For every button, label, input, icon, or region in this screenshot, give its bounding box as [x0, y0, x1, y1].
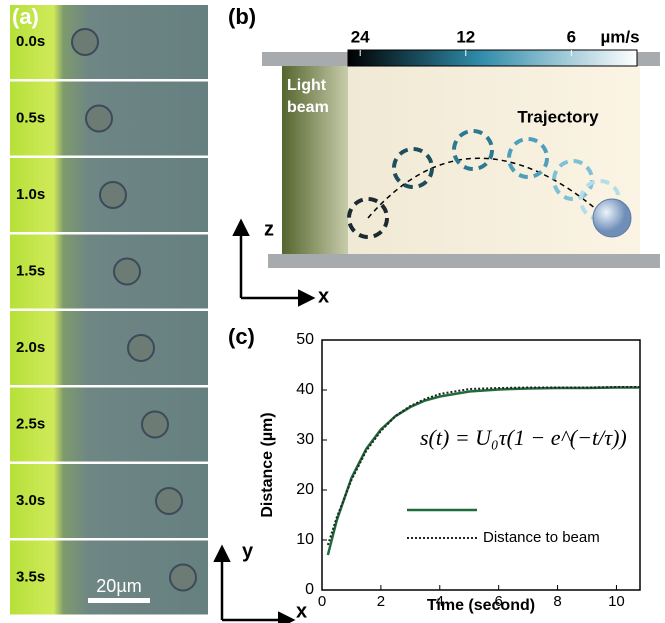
trajectory-label: Trajectory — [517, 107, 599, 126]
colorbar-tick-label: 24 — [351, 27, 370, 46]
bead — [142, 412, 168, 438]
axis-label: z — [264, 218, 274, 240]
x-tick-label: 10 — [608, 593, 625, 610]
y-tick-label: 0 — [305, 581, 314, 598]
frame-label: 2.5s — [16, 415, 45, 432]
bead — [593, 199, 631, 237]
bead — [72, 29, 98, 55]
legend-label: Distance to beam — [483, 529, 600, 546]
bead — [128, 335, 154, 361]
bead — [86, 106, 112, 132]
x-tick-label: 8 — [553, 593, 561, 610]
y-tick-label: 10 — [296, 531, 314, 548]
bead — [100, 182, 126, 208]
plot-frame — [322, 340, 640, 590]
x-tick-label: 4 — [436, 593, 444, 610]
frame-label: 3.5s — [16, 568, 45, 585]
scale-bar — [88, 598, 150, 603]
y-tick-label: 40 — [296, 381, 314, 398]
frame-label: 3.0s — [16, 492, 45, 509]
y-tick-label: 50 — [296, 331, 314, 348]
colorbar — [348, 50, 637, 66]
scale-label: 20µm — [96, 576, 141, 596]
colorbar-tick-label: 12 — [456, 27, 475, 46]
axis-label: y — [242, 540, 254, 562]
bead — [114, 259, 140, 285]
frame-label: 1.5s — [16, 262, 45, 279]
axis-label: x — [296, 600, 307, 622]
y-axis-label: Distance (µm) — [259, 412, 276, 517]
frame-label: 0.5s — [16, 109, 45, 126]
beam-label: Light — [287, 77, 327, 94]
x-tick-label: 0 — [318, 593, 326, 610]
frame-label: 2.0s — [16, 339, 45, 356]
bead — [170, 565, 196, 591]
colorbar-unit: µm/s — [600, 27, 639, 46]
y-tick-label: 30 — [296, 431, 314, 448]
formula: s(t) = U₀τ(1 − e^(−t/τ)) — [420, 425, 627, 450]
frame-label: 1.0s — [16, 186, 45, 203]
frame-label: 0.0s — [16, 33, 45, 50]
beam-label: beam — [287, 99, 329, 116]
y-tick-label: 20 — [296, 481, 314, 498]
axis-label: x — [318, 285, 329, 307]
bottom-wall — [268, 254, 660, 268]
panel-label: (a) — [12, 4, 39, 29]
x-tick-label: 6 — [494, 593, 502, 610]
figure: (a) 20µm (b) µm/s Light beam Trajectory … — [0, 0, 665, 623]
panel-label: (b) — [228, 4, 256, 29]
colorbar-tick-label: 6 — [567, 27, 576, 46]
panel-label: (c) — [228, 324, 255, 349]
series-line — [328, 387, 640, 545]
x-tick-label: 2 — [377, 593, 385, 610]
bead — [156, 488, 182, 514]
